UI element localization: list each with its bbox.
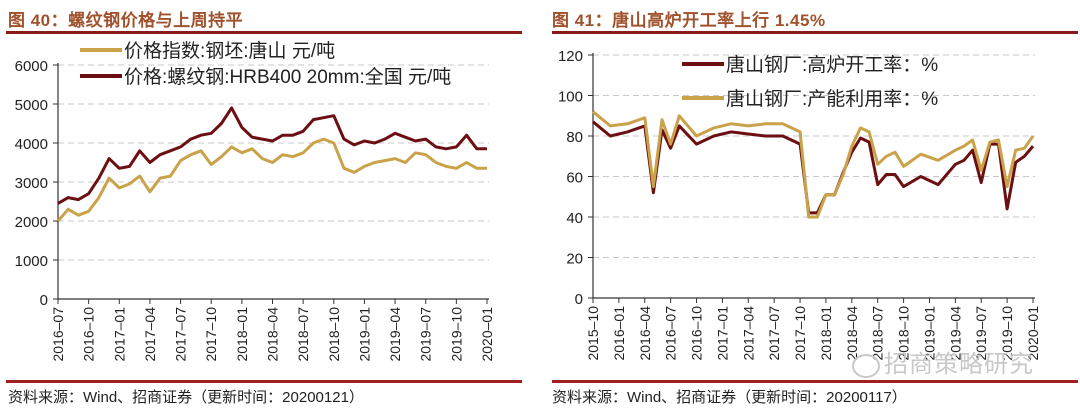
legend-label: 价格指数:钢坯:唐山 元/吨 <box>124 40 335 62</box>
x-tick-label: 2018–01 <box>234 307 250 362</box>
blast-furnace-rate-chart: 0 20 40 60 80 100 120 2015–10 2016–01 2016–04 2016… <box>558 48 1041 361</box>
source-note: 资料来源：Wind、招商证券（更新时间：20200121） <box>8 389 364 406</box>
watermark-text: 招商策略研究 <box>884 351 1034 378</box>
y-tick-label: 4000 <box>15 136 48 153</box>
x-tick-label: 2018–04 <box>265 307 281 362</box>
x-tick-label: 2017–10 <box>203 307 219 362</box>
x-tick-label: 2017–01 <box>714 306 730 361</box>
x-tick-label: 2020–01 <box>1025 306 1041 361</box>
y-tick-label: 20 <box>566 251 583 268</box>
wechat-icon <box>852 353 880 378</box>
x-tick-label: 2017–07 <box>766 306 782 361</box>
x-tick-label: 2017–04 <box>142 307 158 362</box>
series-line <box>56 137 487 222</box>
x-tick-label: 2019–07 <box>973 306 989 361</box>
title-divider <box>6 31 522 34</box>
x-tick-label: 2017–01 <box>111 307 127 362</box>
y-tick-label: 40 <box>566 210 583 227</box>
figure-40-panel: 图 40：螺纹钢价格与上周持平 0 1000 2000 3000 4000 5000 600… <box>0 0 528 410</box>
x-tick-label: 2019–04 <box>387 307 403 362</box>
y-tick-label: 120 <box>558 48 583 65</box>
x-tick-label: 2016–10 <box>689 306 705 361</box>
y-tick-label: 6000 <box>15 58 48 75</box>
source-divider <box>552 380 1078 383</box>
x-tick-label: 2018–07 <box>295 307 311 362</box>
y-tick-label: 0 <box>40 292 48 309</box>
rebar-price-chart: 0 1000 2000 3000 4000 5000 6000 2016–07 2016–10 2… <box>15 40 495 362</box>
x-tick-label: 2017–07 <box>173 307 189 362</box>
x-tick-label: 2016–04 <box>637 306 653 361</box>
y-tick-label: 80 <box>566 129 583 146</box>
source-divider <box>6 380 522 383</box>
x-tick-label: 2016–10 <box>81 307 97 362</box>
x-tick-label: 2018–10 <box>896 306 912 361</box>
y-tick-label: 0 <box>575 291 583 308</box>
x-tick-label: 2019–01 <box>356 307 372 362</box>
figure-title: 图 40：螺纹钢价格与上周持平 <box>8 11 244 30</box>
x-tick-label: 2018–01 <box>818 306 834 361</box>
source-note: 资料来源：Wind、招商证券（更新时间：20200117） <box>552 389 907 406</box>
legend-label: 价格:螺纹钢:HRB400 20mm:全国 元/吨 <box>124 66 451 88</box>
x-tick-label: 2018–10 <box>326 307 342 362</box>
x-tick-label: 2017–10 <box>792 306 808 361</box>
y-tick-label: 100 <box>558 89 583 106</box>
x-tick-label: 2019–04 <box>947 306 963 361</box>
x-tick-label: 2019–10 <box>448 307 464 362</box>
watermark: 招商策略研究 <box>852 344 1034 379</box>
x-tick-label: 2017–04 <box>740 306 756 361</box>
legend-label: 唐山钢厂:产能利用率：% <box>726 88 938 110</box>
series-line <box>592 110 1035 219</box>
legend-label: 唐山钢厂:高炉开工率：% <box>726 54 938 76</box>
x-tick-label: 2018–04 <box>844 306 860 361</box>
figure-title: 图 41：唐山高炉开工率上行 1.45% <box>552 11 826 30</box>
x-tick-label: 2019–01 <box>921 306 937 361</box>
series-line <box>57 106 487 205</box>
x-tick-label: 2016–07 <box>663 306 679 361</box>
y-tick-label: 5000 <box>15 97 48 114</box>
x-tick-label: 2018–07 <box>870 306 886 361</box>
y-tick-label: 2000 <box>15 214 48 231</box>
x-tick-label: 2020–01 <box>479 307 495 362</box>
y-tick-label: 1000 <box>15 253 48 270</box>
title-divider <box>552 31 1078 34</box>
y-tick-label: 60 <box>566 170 583 187</box>
y-tick-label: 3000 <box>15 175 48 192</box>
x-tick-label: 2015–10 <box>585 306 601 361</box>
x-tick-label: 2016–01 <box>611 306 627 361</box>
x-tick-label: 2019–10 <box>999 306 1015 361</box>
x-tick-label: 2019–07 <box>418 307 434 362</box>
x-tick-label: 2016–07 <box>50 307 66 362</box>
figure-41-panel: 图 41：唐山高炉开工率上行 1.45% 0 20 40 60 80 100 120 2015… <box>542 0 1080 410</box>
